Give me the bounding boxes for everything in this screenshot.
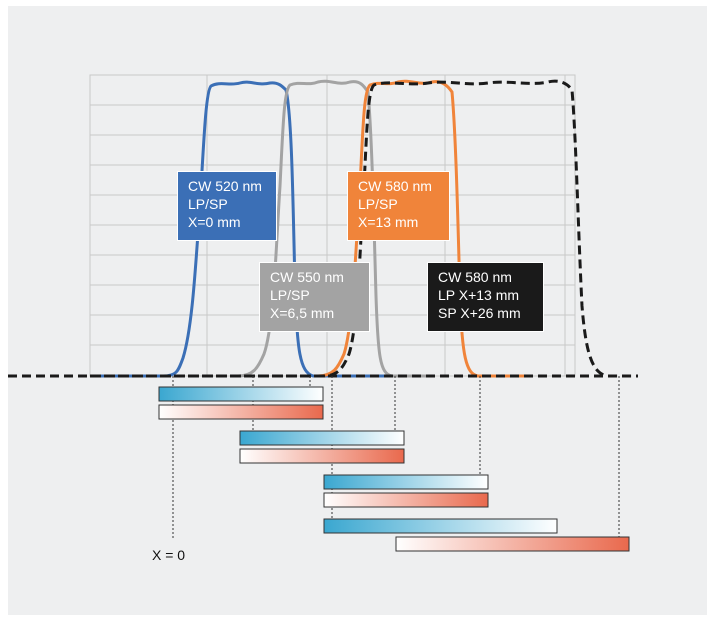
bar-cw520-lp	[158, 386, 324, 402]
x-origin-label: X = 0	[152, 547, 186, 563]
label-cw520-line1: CW 520 nm	[188, 178, 262, 194]
label-cw550-line1: CW 550 nm	[270, 269, 344, 285]
label-cw520: CW 520 nm LP/SP X=0 mm	[177, 171, 277, 241]
label-cw580-line2: LP/SP	[358, 196, 398, 212]
label-cw580-lpsp-line1: CW 580 nm	[438, 269, 512, 285]
label-cw580-line3: X=13 mm	[358, 214, 419, 230]
label-cw580: CW 580 nm LP/SP X=13 mm	[347, 171, 450, 241]
curve-cw520	[90, 80, 388, 378]
label-cw580-lpsp-line3: SP X+26 mm	[438, 305, 521, 321]
label-cw550-line3: X=6,5 mm	[270, 305, 335, 321]
curve-cw580-lpsp	[8, 79, 638, 378]
label-cw580-line1: CW 580 nm	[358, 178, 432, 194]
figure-panel: CW 520 nm LP/SP X=0 mm CW 550 nm LP/SP X…	[8, 6, 707, 615]
bar-cw580-sp	[323, 492, 489, 508]
bar-cw520-sp	[158, 404, 324, 420]
label-cw580-lpsp: CW 580 nm LP X+13 mm SP X+26 mm	[427, 262, 544, 332]
label-cw580-lpsp-line2: LP X+13 mm	[438, 287, 520, 303]
label-cw520-line2: LP/SP	[188, 196, 228, 212]
bar-cw550-lp	[239, 430, 405, 446]
filter-bars	[158, 386, 630, 552]
bar-cw580-lp	[323, 474, 489, 490]
bar-cw550-sp	[239, 448, 405, 464]
label-cw520-line3: X=0 mm	[188, 214, 241, 230]
label-cw550: CW 550 nm LP/SP X=6,5 mm	[259, 262, 370, 332]
bar-cw580x-lp	[323, 518, 558, 534]
bar-cw580x-sp	[395, 536, 630, 552]
label-cw550-line2: LP/SP	[270, 287, 310, 303]
